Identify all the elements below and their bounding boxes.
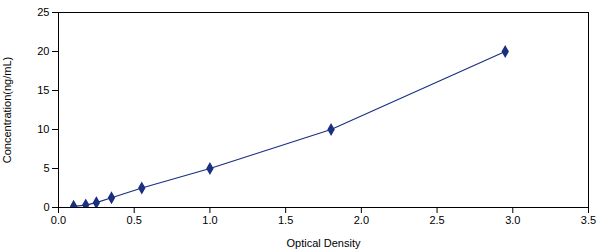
svg-text:2.5: 2.5 [429,214,444,226]
svg-text:0.5: 0.5 [127,214,142,226]
svg-text:20: 20 [37,45,49,57]
svg-text:Concentration(ng/mL): Concentration(ng/mL) [1,57,13,163]
svg-text:0.0: 0.0 [51,214,66,226]
svg-text:25: 25 [37,6,49,18]
svg-text:0: 0 [43,201,49,213]
svg-text:Optical Density: Optical Density [287,237,361,249]
svg-text:5: 5 [43,162,49,174]
svg-text:15: 15 [37,84,49,96]
svg-text:1.5: 1.5 [278,214,293,226]
svg-text:1.0: 1.0 [202,214,217,226]
svg-text:3.0: 3.0 [505,214,520,226]
svg-text:10: 10 [37,123,49,135]
svg-text:3.5: 3.5 [581,214,596,226]
svg-text:2.0: 2.0 [354,214,369,226]
